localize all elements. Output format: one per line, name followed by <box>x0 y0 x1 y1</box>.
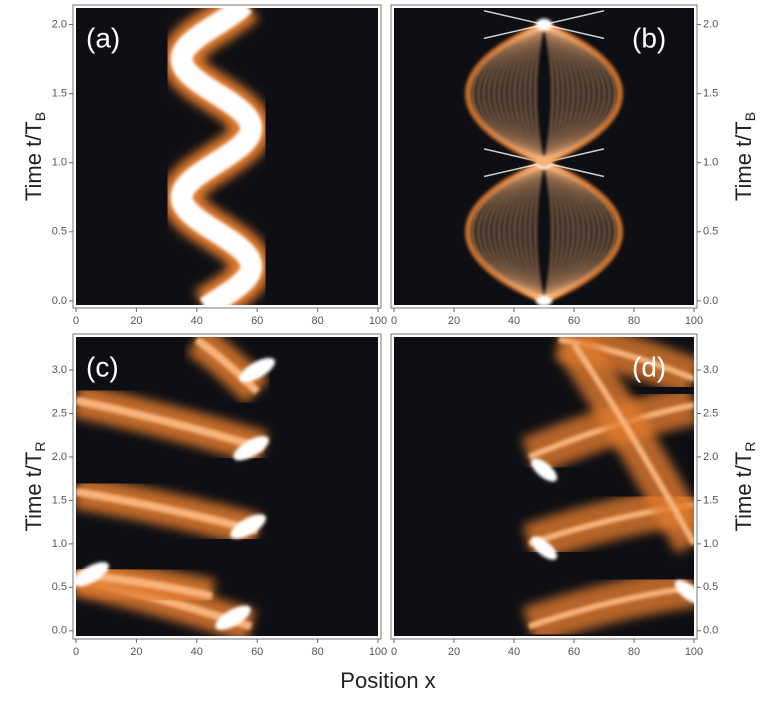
panel: 0 20 40 60 80 100 0.0 0.5 1.0 1.5 2.0 2.5 3.0 (c) Time… <box>21 334 387 658</box>
y-tick-label: 0.0 <box>703 295 718 307</box>
x-tick-label: 100 <box>685 646 703 658</box>
y-tick-label: 0.5 <box>703 581 718 593</box>
y-tick-label: 1.5 <box>703 88 718 100</box>
y-axis-label-main: Time t/T <box>21 121 46 201</box>
y-tick-label: 2.5 <box>703 407 718 419</box>
y-tick-label: 2.0 <box>703 451 718 463</box>
x-tick-label: 100 <box>369 315 387 327</box>
panel-label: (a) <box>86 22 120 53</box>
x-tick-label: 80 <box>311 646 323 658</box>
y-axis-label: Time t/TR <box>21 442 48 532</box>
y-tick-label: 0.5 <box>703 226 718 238</box>
x-tick-label: 0 <box>73 315 79 327</box>
y-tick-label: 2.5 <box>52 407 67 419</box>
y-axis-label-sub: B <box>32 112 48 121</box>
y-tick-label: 3.0 <box>703 364 718 376</box>
x-tick-label: 80 <box>311 315 323 327</box>
y-tick-label: 0.0 <box>52 295 67 307</box>
x-tick-label: 0 <box>391 646 397 658</box>
panel-label: (c) <box>86 351 119 382</box>
panel-label: (d) <box>632 351 666 382</box>
x-tick-label: 60 <box>251 315 263 327</box>
panel: 0 20 40 60 80 100 0.0 0.5 1.0 1.5 2.0 (a) Time t/TB <box>21 4 387 327</box>
y-tick-label: 1.5 <box>52 494 67 506</box>
x-tick-label: 40 <box>508 315 520 327</box>
x-tick-label: 40 <box>191 315 203 327</box>
y-axis-label-main: Time t/T <box>21 452 46 532</box>
y-tick-label: 1.5 <box>703 494 718 506</box>
y-tick-label: 2.0 <box>52 18 67 30</box>
y-tick-label: 1.5 <box>52 88 67 100</box>
y-tick-label: 0.0 <box>52 625 67 637</box>
x-tick-label: 100 <box>369 646 387 658</box>
y-tick-label: 0.0 <box>703 625 718 637</box>
x-tick-label: 20 <box>448 315 460 327</box>
x-axis-label: Position x <box>340 668 435 693</box>
x-tick-label: 40 <box>508 646 520 658</box>
y-tick-label: 1.0 <box>703 157 718 169</box>
focus <box>536 296 552 306</box>
x-tick-label: 100 <box>685 315 703 327</box>
y-tick-label: 1.0 <box>52 538 67 550</box>
x-tick-label: 20 <box>448 646 460 658</box>
y-axis-label: Time t/TR <box>731 442 758 532</box>
y-axis-label-main: Time t/T <box>731 452 756 532</box>
figure: Position x 0204060801000.00.51.01.52.0(a… <box>0 0 760 703</box>
x-tick-label: 40 <box>191 646 203 658</box>
x-tick-label: 20 <box>130 646 142 658</box>
y-axis-label-sub: R <box>742 442 758 452</box>
y-tick-label: 0.5 <box>52 581 67 593</box>
panel-label: (b) <box>632 22 666 53</box>
x-tick-label: 60 <box>251 646 263 658</box>
x-tick-label: 0 <box>73 646 79 658</box>
x-tick-label: 60 <box>568 646 580 658</box>
y-axis-label: Time t/TB <box>21 112 48 201</box>
y-tick-label: 3.0 <box>52 364 67 376</box>
x-tick-label: 80 <box>628 315 640 327</box>
x-tick-label: 20 <box>130 315 142 327</box>
y-axis-label-sub: R <box>32 442 48 452</box>
y-axis-label: Time t/TB <box>731 112 758 201</box>
y-axis-label-sub: B <box>742 112 758 121</box>
y-tick-label: 2.0 <box>703 18 718 30</box>
x-tick-label: 80 <box>628 646 640 658</box>
x-tick-label: 60 <box>568 315 580 327</box>
y-axis-label-main: Time t/T <box>731 121 756 201</box>
y-tick-label: 1.0 <box>52 157 67 169</box>
y-tick-label: 2.0 <box>52 451 67 463</box>
x-tick-label: 0 <box>391 315 397 327</box>
y-tick-label: 0.5 <box>52 226 67 238</box>
y-tick-label: 1.0 <box>703 538 718 550</box>
